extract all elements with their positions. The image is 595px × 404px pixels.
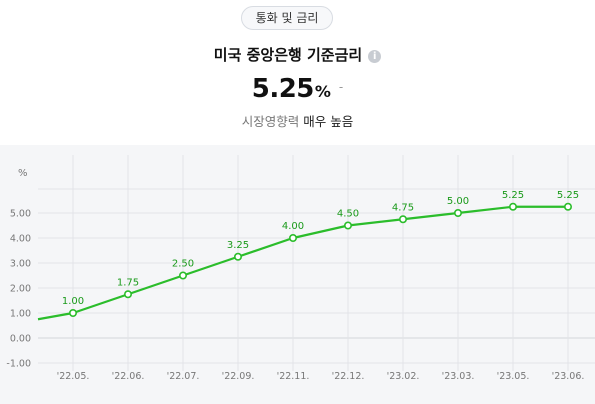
x-tick-label: '23.06. (552, 371, 585, 382)
data-label: 5.25 (557, 190, 579, 201)
data-label: 1.75 (117, 277, 139, 288)
data-label: 4.00 (282, 221, 304, 232)
data-point[interactable] (124, 290, 133, 299)
data-point[interactable] (398, 215, 407, 224)
data-label: 2.50 (172, 259, 194, 270)
current-value-row: 5.25% - (0, 74, 595, 104)
indicator-title: 미국 중앙은행 기준금리 (213, 46, 363, 64)
y-tick-label: 5.00 (10, 209, 31, 220)
x-tick-label: '22.07. (167, 371, 200, 382)
x-tick-label: '22.09. (222, 371, 255, 382)
data-point[interactable] (288, 234, 297, 243)
current-value: 5.25 (251, 74, 315, 104)
value-unit: % (314, 82, 331, 101)
data-point[interactable] (69, 309, 78, 318)
info-icon[interactable]: i (368, 50, 382, 63)
data-point[interactable] (179, 271, 188, 280)
y-tick-label: 2.00 (10, 284, 31, 295)
data-point[interactable] (343, 221, 352, 230)
x-tick-label: '22.12. (332, 371, 365, 382)
y-tick-label: 3.00 (10, 259, 31, 270)
x-tick-label: '23.05. (497, 371, 530, 382)
data-label: 4.75 (392, 202, 414, 213)
y-tick-label: -1.00 (6, 359, 31, 370)
y-tick-label: 4.00 (10, 234, 31, 245)
x-tick-label: '23.03. (442, 371, 475, 382)
data-label: 5.00 (447, 196, 469, 207)
influence-label: 시장영향력 (241, 114, 300, 129)
y-tick-label: 0.00 (10, 334, 31, 345)
x-tick-label: '22.11. (277, 371, 310, 382)
influence-level: 매우 높음 (303, 114, 354, 129)
value-change: - (338, 80, 344, 94)
data-label: 1.00 (62, 296, 84, 307)
chart-area: % -1.00 0.00 1.00 2.00 3.00 4.00 5.00 '22.05. '22… (0, 145, 595, 404)
indicator-title-row: 미국 중앙은행 기준금리 i (0, 44, 595, 65)
data-label: 5.25 (502, 190, 524, 201)
x-tick-label: '22.05. (57, 371, 90, 382)
category-pill[interactable]: 통화 및 금리 (241, 6, 333, 30)
y-tick-label: 1.00 (10, 309, 31, 320)
data-label: 4.50 (337, 209, 359, 220)
indicator-header: 통화 및 금리 미국 중앙은행 기준금리 i 5.25% - 시장영향력 매우 높음 (0, 0, 595, 145)
x-tick-label: '22.06. (112, 371, 145, 382)
market-influence: 시장영향력 매우 높음 (0, 111, 595, 130)
data-label: 3.25 (227, 240, 249, 251)
data-point[interactable] (453, 209, 462, 218)
data-point[interactable] (234, 252, 243, 261)
x-tick-label: '23.02. (387, 371, 420, 382)
y-axis-unit-label: % (18, 168, 28, 179)
rate-line-chart: % -1.00 0.00 1.00 2.00 3.00 4.00 5.00 '22.05. '22… (6, 155, 595, 382)
data-point[interactable] (508, 202, 517, 211)
data-point[interactable] (563, 202, 572, 211)
